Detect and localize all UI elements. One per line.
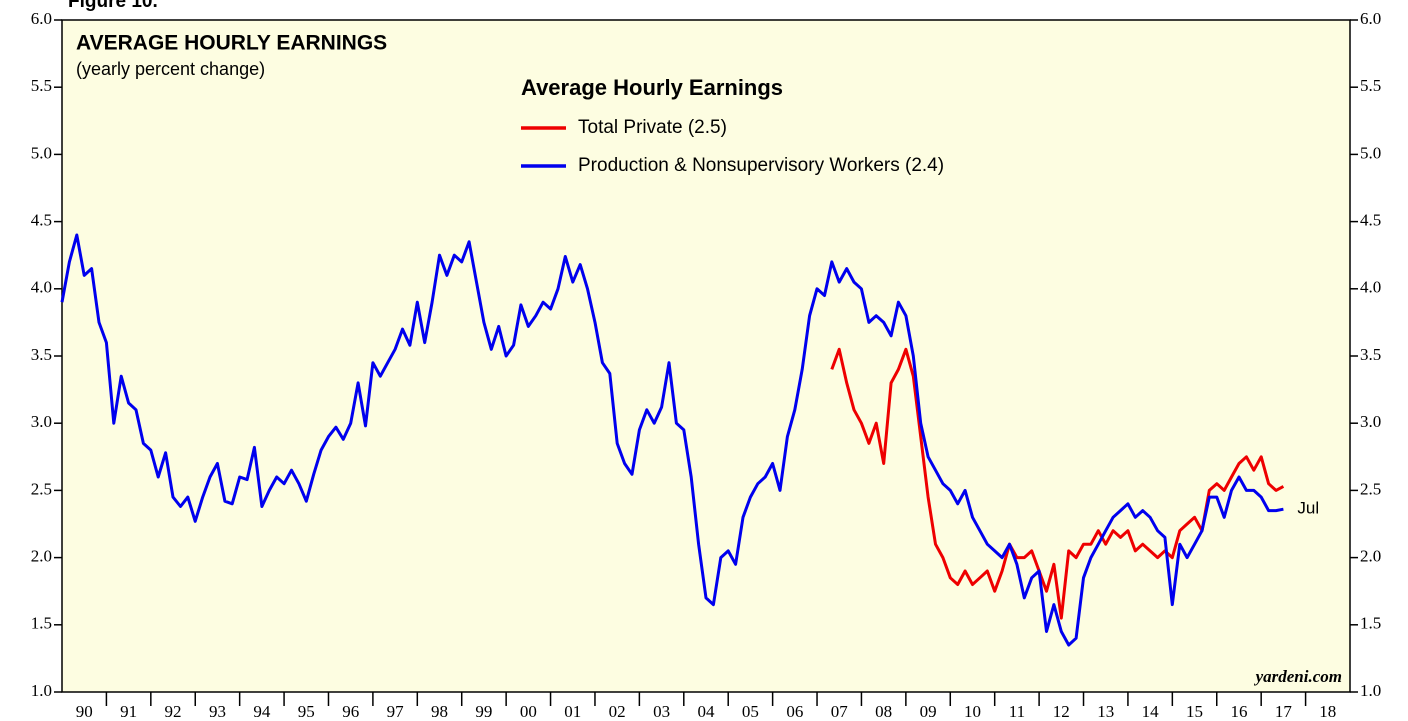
y2-tick-label: 1.0 [1360,681,1381,700]
x-tick-label: 03 [653,702,670,721]
y-tick-label: 3.0 [31,412,52,431]
y2-tick-label: 6.0 [1360,9,1381,28]
source: yardeni.com [1254,667,1342,686]
y-tick-label: 2.0 [31,547,52,566]
legend-title: Average Hourly Earnings [521,75,783,100]
legend-label: Production & Nonsupervisory Workers (2.4… [578,155,944,176]
x-tick-label: 14 [1142,702,1160,721]
y2-tick-label: 2.5 [1360,479,1381,498]
x-tick-label: 15 [1186,702,1203,721]
y2-tick-label: 4.5 [1360,211,1381,230]
x-tick-label: 17 [1275,702,1293,721]
x-tick-label: 96 [342,702,359,721]
x-tick-label: 10 [964,702,981,721]
x-tick-label: 12 [1053,702,1070,721]
y-tick-label: 6.0 [31,9,52,28]
figure-label: Figure 10. [68,0,158,12]
x-tick-label: 04 [698,702,716,721]
x-tick-label: 07 [831,702,849,721]
y-tick-label: 4.0 [31,278,52,297]
x-tick-label: 97 [387,702,405,721]
y-tick-label: 5.0 [31,143,52,162]
annotation: Jul [1297,499,1319,518]
x-tick-label: 13 [1097,702,1114,721]
x-tick-label: 95 [298,702,315,721]
x-tick-label: 91 [120,702,137,721]
y-tick-label: 5.5 [31,76,52,95]
x-tick-label: 02 [609,702,626,721]
legend-label: Total Private (2.5) [578,117,727,138]
x-tick-label: 16 [1230,702,1247,721]
series-line [60,233,1284,647]
x-tick-label: 93 [209,702,226,721]
y-tick-label: 4.5 [31,211,52,230]
plot-area [61,19,1351,693]
x-tick-label: 06 [786,702,803,721]
x-tick-label: 08 [875,702,892,721]
chart-title: AVERAGE HOURLY EARNINGS [76,32,387,55]
x-tick-label: 94 [253,702,271,721]
y-tick-label: 1.0 [31,681,52,700]
y-tick-label: 3.5 [31,345,52,364]
x-tick-label: 11 [1009,702,1025,721]
x-tick-label: 92 [165,702,182,721]
chart-subtitle: (yearly percent change) [76,59,265,79]
x-tick-label: 05 [742,702,759,721]
y2-tick-label: 5.0 [1360,143,1381,162]
x-tick-label: 09 [920,702,937,721]
y-tick-label: 1.5 [31,614,52,633]
y-tick-label: 2.5 [31,479,52,498]
x-tick-label: 98 [431,702,448,721]
x-tick-label: 90 [76,702,93,721]
x-tick-label: 00 [520,702,537,721]
y2-tick-label: 1.5 [1360,614,1381,633]
y2-tick-label: 4.0 [1360,278,1381,297]
x-tick-label: 99 [475,702,492,721]
y2-tick-label: 5.5 [1360,76,1381,95]
x-tick-label: 18 [1319,702,1336,721]
y2-tick-label: 3.5 [1360,345,1381,364]
x-tick-label: 01 [564,702,581,721]
y2-tick-label: 3.0 [1360,412,1381,431]
y2-tick-label: 2.0 [1360,547,1381,566]
